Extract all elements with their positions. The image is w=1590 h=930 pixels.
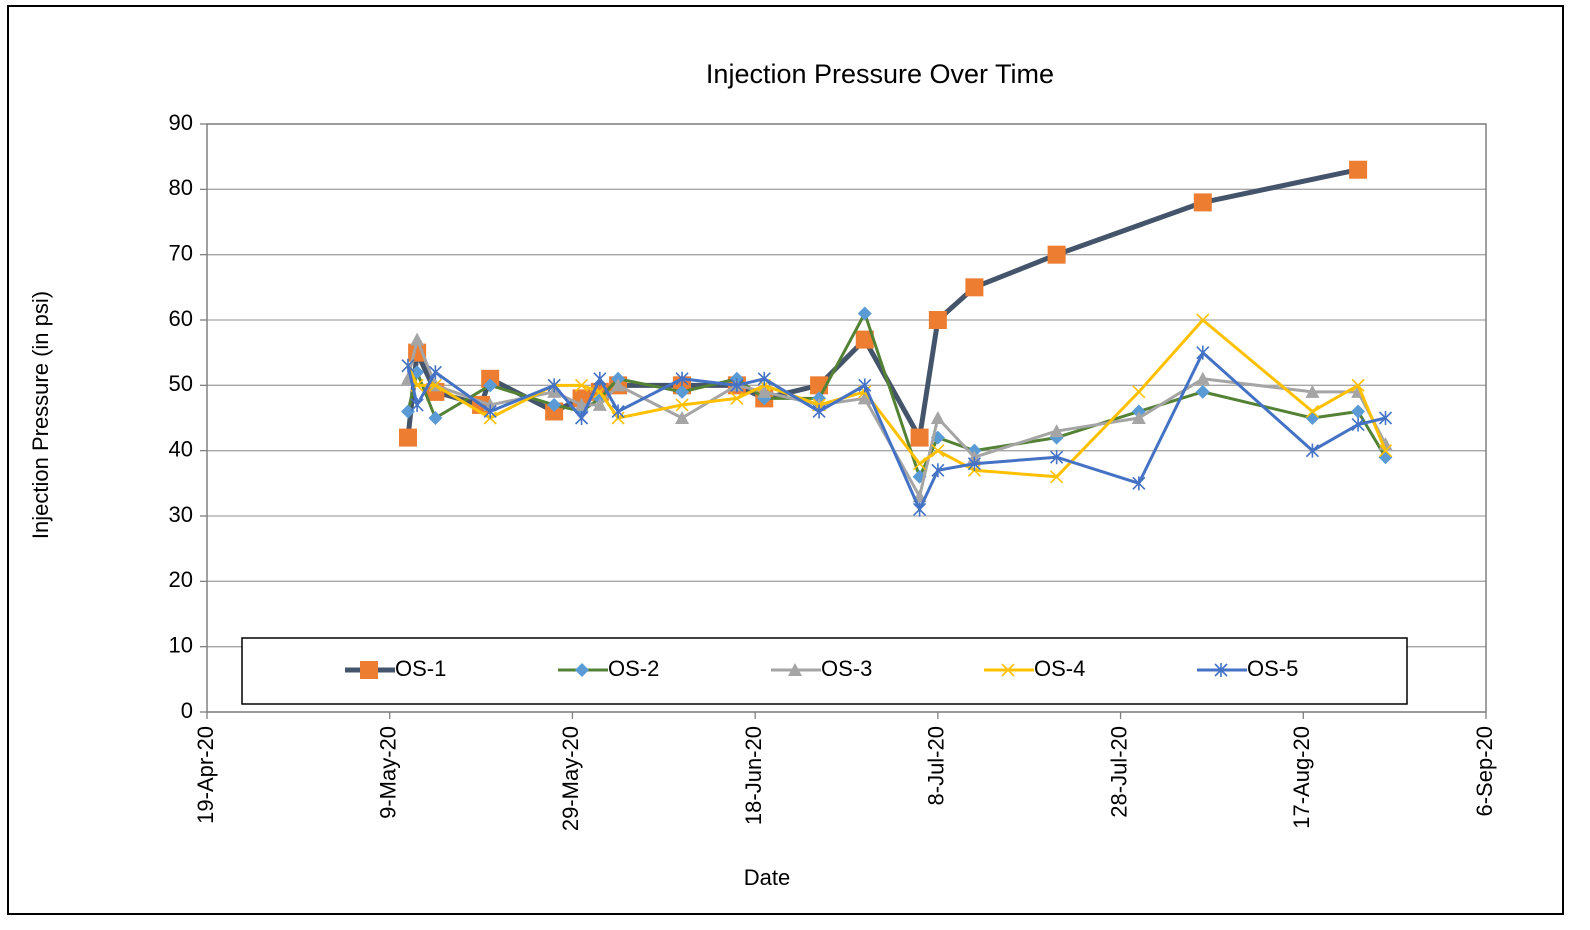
x-tick-label: 29-May-20 bbox=[558, 726, 583, 831]
data-point bbox=[730, 391, 744, 405]
data-point bbox=[398, 428, 417, 447]
x-tick-label: 9-May-20 bbox=[376, 726, 401, 819]
data-point bbox=[428, 365, 442, 380]
data-point bbox=[1351, 404, 1366, 419]
data-point bbox=[1195, 371, 1210, 385]
series-line bbox=[406, 351, 1386, 511]
data-point bbox=[1132, 385, 1146, 399]
data-point bbox=[930, 411, 945, 424]
data-point bbox=[574, 411, 589, 425]
y-tick-label: 10 bbox=[169, 632, 193, 657]
data-point bbox=[611, 378, 626, 392]
data-point bbox=[913, 502, 927, 517]
y-tick-label: 0 bbox=[181, 698, 193, 723]
data-point bbox=[931, 444, 945, 458]
legend-label: OS-1 bbox=[395, 656, 446, 681]
legend-marker bbox=[575, 663, 589, 677]
data-point bbox=[1305, 384, 1320, 398]
data-point bbox=[675, 384, 690, 399]
data-point bbox=[483, 404, 497, 419]
data-point bbox=[858, 378, 872, 393]
chart-frame bbox=[7, 5, 1564, 915]
data-point bbox=[1378, 444, 1393, 458]
data-point bbox=[675, 411, 690, 424]
data-point bbox=[1132, 476, 1146, 491]
legend-marker bbox=[1001, 663, 1015, 677]
data-point bbox=[1196, 313, 1210, 327]
x-tick-label: 18-Jun-20 bbox=[741, 726, 766, 825]
y-tick-label: 20 bbox=[169, 567, 193, 592]
chart-title: Injection Pressure Over Time bbox=[706, 59, 1054, 89]
y-tick-label: 80 bbox=[169, 175, 193, 200]
data-point bbox=[1131, 411, 1146, 424]
data-point bbox=[410, 332, 425, 346]
data-point bbox=[1378, 411, 1393, 425]
data-point bbox=[401, 358, 415, 373]
y-tick-label: 50 bbox=[169, 371, 193, 396]
data-point bbox=[611, 404, 625, 419]
data-point bbox=[1049, 424, 1064, 438]
data-point bbox=[574, 378, 589, 392]
data-point bbox=[913, 457, 927, 471]
data-point bbox=[428, 411, 443, 425]
data-point bbox=[1305, 404, 1319, 419]
data-point bbox=[857, 391, 872, 405]
data-point bbox=[1193, 193, 1212, 212]
data-point bbox=[410, 397, 424, 412]
data-point bbox=[730, 378, 744, 393]
data-point bbox=[928, 311, 947, 329]
data-point bbox=[855, 330, 874, 349]
data-point bbox=[1195, 384, 1210, 399]
y-tick-label: 40 bbox=[169, 436, 193, 461]
x-tick-label: 17-Aug-20 bbox=[1289, 726, 1314, 829]
legend-label: OS-4 bbox=[1034, 656, 1085, 681]
data-point bbox=[547, 378, 561, 393]
data-point bbox=[1351, 378, 1365, 392]
data-point bbox=[1351, 417, 1365, 432]
data-point bbox=[1050, 450, 1064, 465]
x-tick-label: 19-Apr-20 bbox=[193, 726, 218, 824]
legend-marker bbox=[788, 663, 802, 676]
legend-label: OS-2 bbox=[608, 656, 659, 681]
legend-label: OS-3 bbox=[821, 656, 872, 681]
data-point bbox=[965, 278, 984, 297]
plot-area bbox=[206, 123, 1487, 713]
data-point bbox=[1050, 470, 1064, 484]
data-point bbox=[757, 384, 772, 398]
x-tick-label: 8-Jul-20 bbox=[924, 726, 949, 805]
data-point bbox=[675, 371, 689, 386]
legend-marker bbox=[1214, 663, 1228, 677]
data-point bbox=[910, 428, 929, 447]
y-tick-label: 30 bbox=[169, 502, 193, 527]
data-point bbox=[483, 378, 498, 393]
y-tick-label: 90 bbox=[169, 110, 193, 135]
data-point bbox=[593, 371, 607, 386]
legend-marker bbox=[360, 661, 378, 679]
y-axis-label: Injection Pressure (in psi) bbox=[28, 291, 53, 539]
x-tick-label: 28-Jul-20 bbox=[1106, 726, 1131, 818]
data-point bbox=[675, 398, 689, 412]
data-point bbox=[547, 397, 562, 412]
data-point bbox=[812, 404, 826, 419]
data-point bbox=[931, 463, 945, 478]
x-tick-label: 6-Sep-20 bbox=[1472, 726, 1497, 817]
legend-label: OS-5 bbox=[1247, 656, 1298, 681]
data-point bbox=[400, 404, 415, 419]
data-point bbox=[1305, 443, 1319, 458]
data-point bbox=[592, 397, 607, 411]
x-axis-label: Date bbox=[744, 865, 790, 890]
data-point bbox=[757, 371, 771, 386]
y-tick-label: 60 bbox=[169, 306, 193, 331]
y-tick-label: 70 bbox=[169, 240, 193, 265]
data-point bbox=[967, 456, 981, 471]
data-point bbox=[857, 306, 872, 321]
data-point bbox=[1047, 245, 1066, 264]
data-point bbox=[1196, 345, 1210, 360]
data-point bbox=[1349, 160, 1368, 179]
